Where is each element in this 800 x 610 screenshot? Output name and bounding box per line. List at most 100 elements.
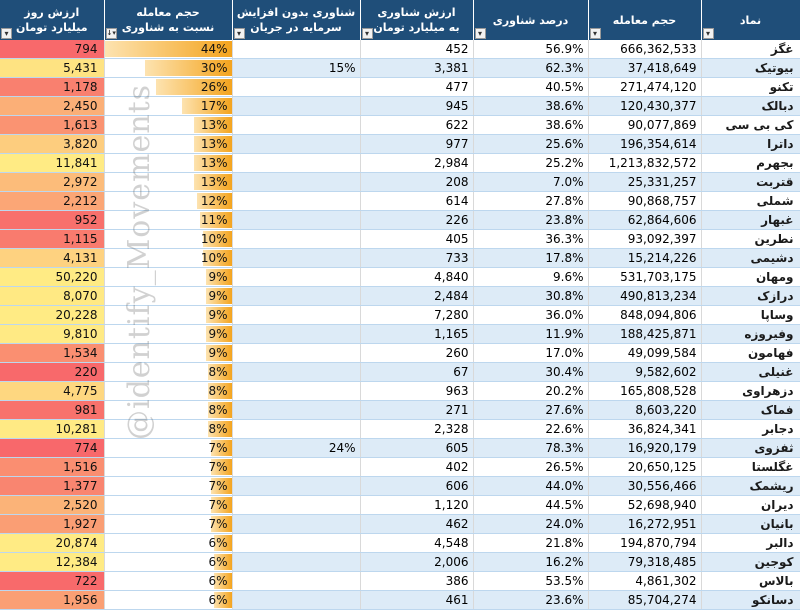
volume-ratio-cell[interactable]: 9%	[104, 324, 233, 345]
volume-ratio-cell[interactable]: 8%	[104, 381, 233, 402]
float-no-increase-cell[interactable]: 15%	[232, 58, 361, 79]
market-value-cell[interactable]: 11,841	[0, 153, 105, 174]
float-value-cell[interactable]: 622	[360, 115, 474, 136]
float-no-increase-cell[interactable]	[232, 533, 361, 554]
float-no-increase-cell[interactable]	[232, 96, 361, 117]
float-no-increase-cell[interactable]	[232, 457, 361, 478]
float-percent-cell[interactable]: 27.8%	[473, 191, 589, 212]
table-row[interactable]: 220 8% 67 30.4% 9,582,602 غنیلی	[0, 362, 800, 383]
float-percent-cell[interactable]: 17.8%	[473, 248, 589, 269]
volume-cell[interactable]: 79,318,485	[588, 552, 702, 573]
table-row[interactable]: 952 11% 226 23.8% 62,864,606 غبهار	[0, 210, 800, 231]
float-percent-cell[interactable]: 36.0%	[473, 305, 589, 326]
volume-cell[interactable]: 188,425,871	[588, 324, 702, 345]
float-percent-cell[interactable]: 9.6%	[473, 267, 589, 288]
symbol-cell[interactable]: دشیمی	[701, 248, 800, 269]
table-row[interactable]: 4,131 10% 733 17.8% 15,214,226 دشیمی	[0, 248, 800, 269]
volume-cell[interactable]: 62,864,606	[588, 210, 702, 231]
float-no-increase-cell[interactable]: 24%	[232, 438, 361, 459]
market-value-cell[interactable]: 20,228	[0, 305, 105, 326]
float-percent-cell[interactable]: 23.8%	[473, 210, 589, 231]
market-value-cell[interactable]: 1,377	[0, 476, 105, 497]
float-no-increase-cell[interactable]	[232, 229, 361, 250]
volume-cell[interactable]: 90,868,757	[588, 191, 702, 212]
filter-dropdown-icon[interactable]: ▾	[233, 28, 245, 39]
volume-ratio-cell[interactable]: 26%	[104, 77, 233, 98]
volume-ratio-cell[interactable]: 13%	[104, 134, 233, 155]
table-row[interactable]: 722 6% 386 53.5% 4,861,302 بالاس	[0, 571, 800, 592]
symbol-cell[interactable]: فهامون	[701, 343, 800, 364]
volume-cell[interactable]: 37,418,649	[588, 58, 702, 79]
table-row[interactable]: 5,431 30% 15% 3,381 62.3% 37,418,649 بیوتیک	[0, 58, 800, 79]
volume-cell[interactable]: 196,354,614	[588, 134, 702, 155]
market-value-cell[interactable]: 4,131	[0, 248, 105, 269]
volume-cell[interactable]: 9,582,602	[588, 362, 702, 383]
volume-cell[interactable]: 666,362,533	[588, 40, 702, 60]
volume-ratio-cell[interactable]: 7%	[104, 495, 233, 516]
volume-ratio-cell[interactable]: 6%	[104, 590, 233, 610]
volume-cell[interactable]: 52,698,940	[588, 495, 702, 516]
table-row[interactable]: 774 7% 24% 605 78.3% 16,920,179 ثفزوی	[0, 438, 800, 459]
float-no-increase-cell[interactable]	[232, 400, 361, 421]
table-row[interactable]: 8,070 9% 2,484 30.8% 490,813,234 درازک	[0, 286, 800, 307]
float-percent-cell[interactable]: 20.2%	[473, 381, 589, 402]
table-row[interactable]: 12,384 6% 2,006 16.2% 79,318,485 کوجین	[0, 552, 800, 573]
volume-ratio-cell[interactable]: 9%	[104, 305, 233, 326]
volume-ratio-cell[interactable]: 9%	[104, 267, 233, 288]
float-value-cell[interactable]: 2,984	[360, 153, 474, 174]
float-percent-cell[interactable]: 11.9%	[473, 324, 589, 345]
volume-ratio-cell[interactable]: 8%	[104, 419, 233, 440]
float-value-cell[interactable]: 208	[360, 172, 474, 193]
symbol-cell[interactable]: ثفزوی	[701, 438, 800, 459]
market-value-cell[interactable]: 20,874	[0, 533, 105, 554]
float-value-cell[interactable]: 461	[360, 590, 474, 610]
market-value-cell[interactable]: 10,281	[0, 419, 105, 440]
market-value-cell[interactable]: 1,927	[0, 514, 105, 535]
volume-cell[interactable]: 194,870,794	[588, 533, 702, 554]
float-percent-cell[interactable]: 62.3%	[473, 58, 589, 79]
market-value-cell[interactable]: 12,384	[0, 552, 105, 573]
symbol-cell[interactable]: قتربت	[701, 172, 800, 193]
symbol-cell[interactable]: بانیان	[701, 514, 800, 535]
table-row[interactable]: 1,927 7% 462 24.0% 16,272,951 بانیان	[0, 514, 800, 535]
filter-dropdown-icon[interactable]: ▾	[474, 28, 486, 39]
volume-ratio-cell[interactable]: 8%	[104, 362, 233, 383]
volume-ratio-cell[interactable]: 6%	[104, 571, 233, 592]
float-percent-cell[interactable]: 40.5%	[473, 77, 589, 98]
volume-cell[interactable]: 490,813,234	[588, 286, 702, 307]
symbol-cell[interactable]: غبهار	[701, 210, 800, 231]
float-value-cell[interactable]: 271	[360, 400, 474, 421]
float-value-cell[interactable]: 477	[360, 77, 474, 98]
float-no-increase-cell[interactable]	[232, 191, 361, 212]
table-row[interactable]: 11,841 13% 2,984 25.2% 1,213,832,572 بجهرم	[0, 153, 800, 174]
float-value-cell[interactable]: 7,280	[360, 305, 474, 326]
float-value-cell[interactable]: 606	[360, 476, 474, 497]
table-row[interactable]: 20,228 9% 7,280 36.0% 848,094,806 وساپا	[0, 305, 800, 326]
market-value-cell[interactable]: 220	[0, 362, 105, 383]
volume-cell[interactable]: 85,704,274	[588, 590, 702, 610]
volume-cell[interactable]: 49,099,584	[588, 343, 702, 364]
volume-cell[interactable]: 1,213,832,572	[588, 153, 702, 174]
float-value-cell[interactable]: 614	[360, 191, 474, 212]
float-no-increase-cell[interactable]	[232, 362, 361, 383]
volume-cell[interactable]: 165,808,528	[588, 381, 702, 402]
float-percent-cell[interactable]: 56.9%	[473, 40, 589, 60]
symbol-cell[interactable]: ومهان	[701, 267, 800, 288]
float-value-cell[interactable]: 4,548	[360, 533, 474, 554]
float-percent-cell[interactable]: 25.2%	[473, 153, 589, 174]
market-value-cell[interactable]: 50,220	[0, 267, 105, 288]
symbol-cell[interactable]: تکنو	[701, 77, 800, 98]
float-no-increase-cell[interactable]	[232, 419, 361, 440]
volume-ratio-cell[interactable]: 7%	[104, 457, 233, 478]
float-no-increase-cell[interactable]	[232, 476, 361, 497]
float-no-increase-cell[interactable]	[232, 286, 361, 307]
volume-ratio-cell[interactable]: 44%	[104, 40, 233, 60]
volume-ratio-cell[interactable]: 13%	[104, 172, 233, 193]
market-value-cell[interactable]: 1,613	[0, 115, 105, 136]
market-value-cell[interactable]: 2,972	[0, 172, 105, 193]
float-no-increase-cell[interactable]	[232, 172, 361, 193]
market-value-cell[interactable]: 3,820	[0, 134, 105, 155]
float-percent-cell[interactable]: 30.8%	[473, 286, 589, 307]
float-no-increase-cell[interactable]	[232, 153, 361, 174]
float-percent-cell[interactable]: 7.0%	[473, 172, 589, 193]
